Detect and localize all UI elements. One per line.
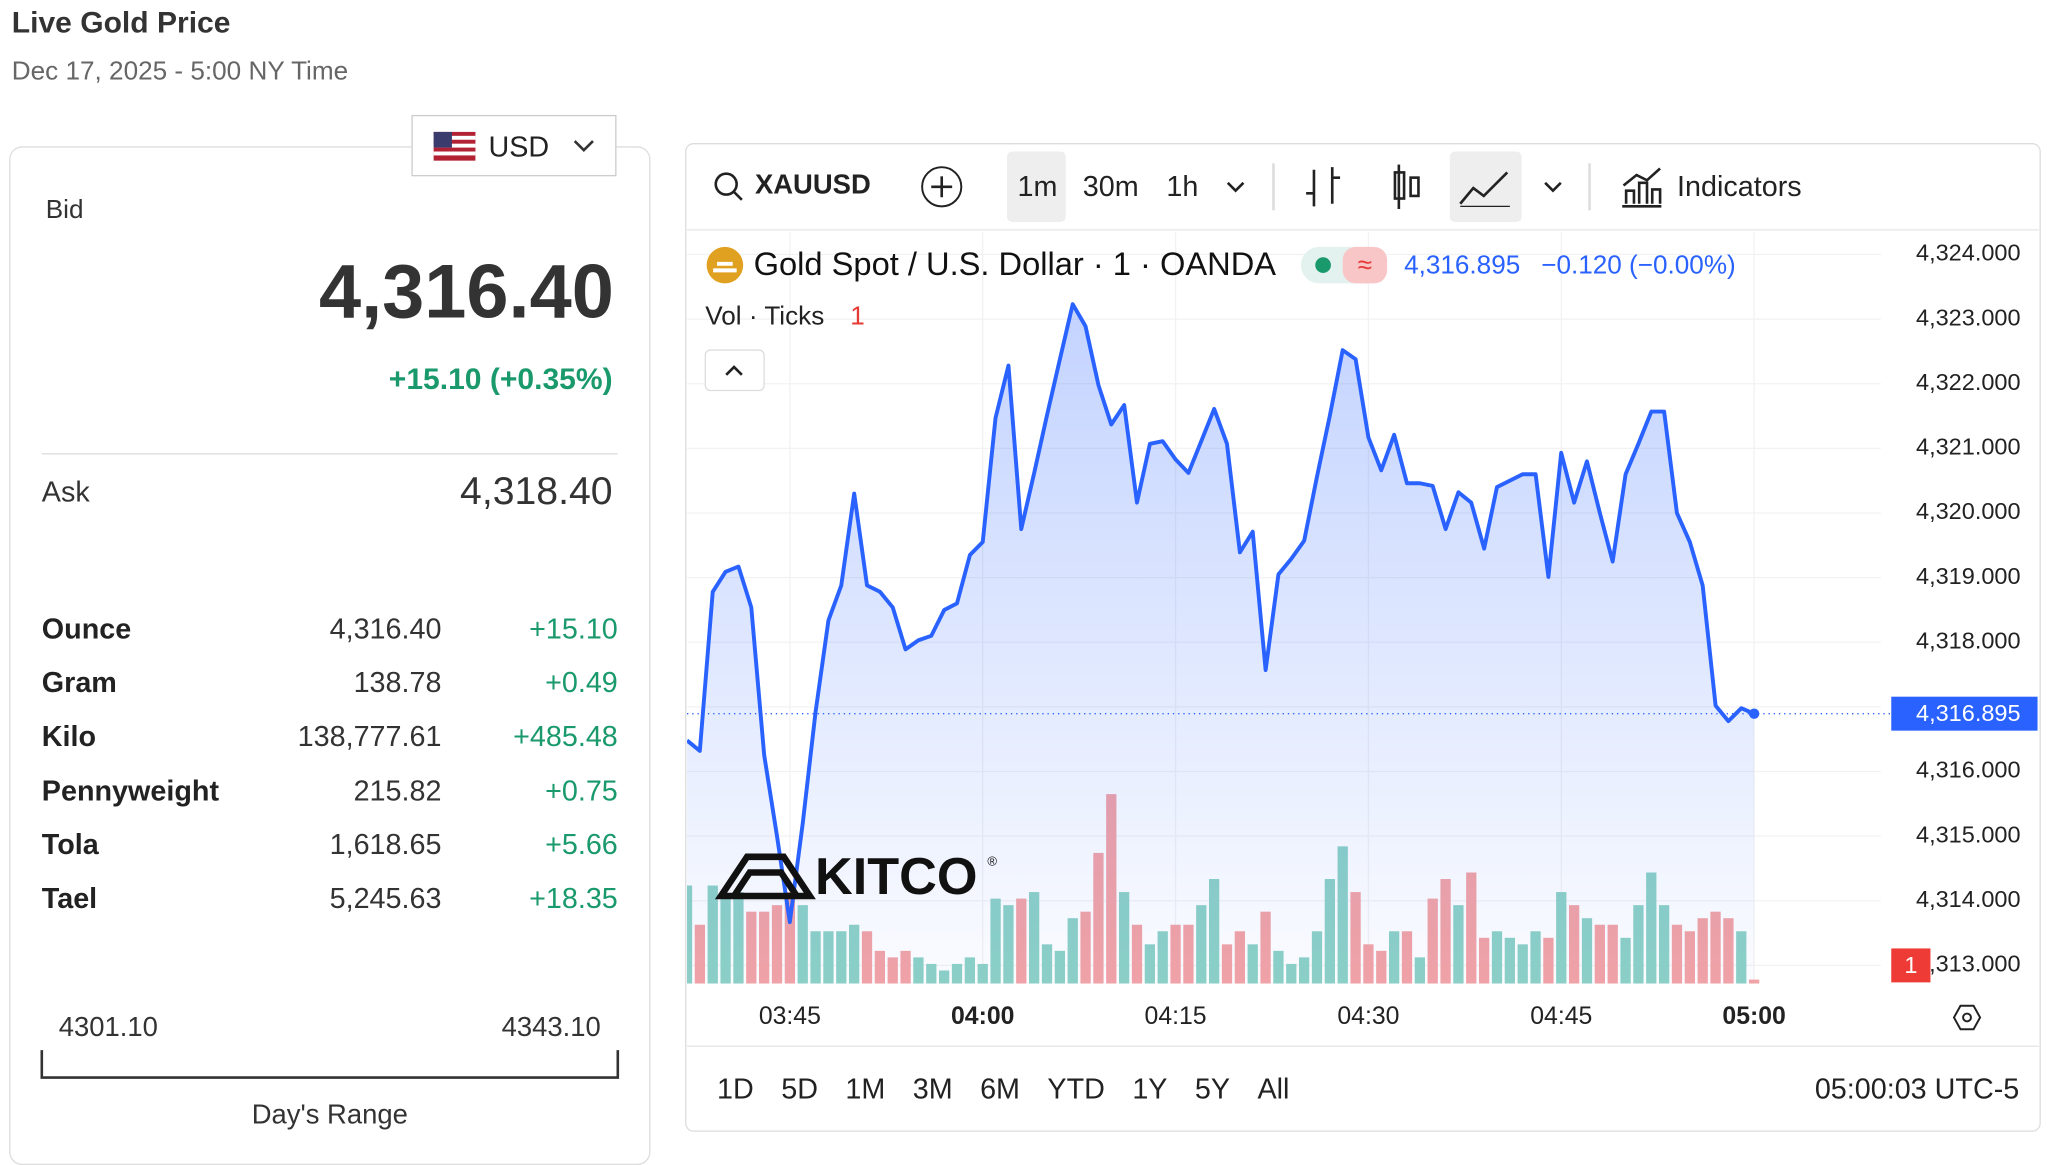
- unit-name: Tola: [41, 827, 99, 861]
- unit-price: 1,618.65: [329, 827, 442, 861]
- currency: USD: [488, 130, 550, 164]
- area: [687, 304, 1755, 984]
- period-bar: 1D 5D 1M 3M 6M YTD 1Y 5Y All: [717, 1072, 1289, 1106]
- legend-change: −0.120 (−0.00%): [1541, 249, 1736, 279]
- currency-select[interactable]: USD: [411, 114, 617, 177]
- bid-label: Bid: [45, 195, 84, 225]
- unit-name: Ounce: [41, 612, 132, 646]
- x-tick-label: 04:45: [1530, 1003, 1592, 1030]
- ask-label: Ask: [41, 475, 90, 509]
- last-point: [1748, 708, 1760, 719]
- range-bar: [40, 1050, 620, 1079]
- status-icon: ≈: [1358, 249, 1372, 279]
- unit-name: Pennyweight: [41, 773, 220, 807]
- page-title: Live Gold Price: [11, 5, 231, 40]
- currency-icons: [433, 131, 594, 161]
- period-button[interactable]: 5Y: [1194, 1072, 1231, 1105]
- x-tick-label: 05:00: [1722, 1003, 1785, 1030]
- unit-row: Pennyweight 215.82 +0.75: [42, 764, 618, 818]
- collapse-button[interactable]: [704, 349, 765, 392]
- legend-title: Gold Spot / U.S. Dollar · 1 · OANDA: [754, 245, 1277, 282]
- line: [687, 302, 1755, 925]
- price-tag-label: 4,316.895: [1916, 700, 2021, 726]
- y-tick-label: 4,324.000: [1916, 240, 2021, 266]
- bid-change: +15.10 (+0.35%): [388, 361, 613, 396]
- unit-price: 4,316.40: [329, 612, 442, 646]
- collapse-icon: [725, 365, 743, 376]
- x-tick-label: 03:45: [759, 1003, 821, 1030]
- unit-row: Tael 5,245.63 +18.35: [42, 871, 618, 925]
- clock: 05:00:03 UTC-5: [1814, 1072, 2020, 1105]
- volume-tag-label: 1: [1904, 952, 1917, 978]
- period-button[interactable]: 1D: [717, 1072, 754, 1105]
- period-button[interactable]: 3M: [912, 1072, 953, 1105]
- unit-price: 5,245.63: [329, 881, 442, 915]
- price-tag: [1891, 696, 2038, 731]
- legend-price: 4,316.895: [1404, 249, 1520, 279]
- unit-name: Gram: [41, 666, 117, 700]
- period-button[interactable]: 6M: [980, 1072, 1020, 1105]
- unit-change: +0.75: [545, 773, 618, 807]
- unit-row: Kilo 138,777.61 +485.48: [42, 710, 618, 764]
- indicators[interactable]: Indicators: [1677, 169, 1802, 203]
- range-low: 4301.10: [58, 1012, 158, 1043]
- y-tick-label: 4,322.000: [1916, 369, 2021, 395]
- bid-price: 4,316.40: [318, 249, 614, 335]
- unit-name: Tael: [41, 881, 98, 915]
- unit-row: Tola 1,618.65 +5.66: [42, 817, 618, 871]
- volume-count: 1: [850, 300, 865, 330]
- symbol-icon-mark: [713, 261, 737, 273]
- unit-change: +5.66: [545, 827, 618, 861]
- status-pill-right: [1342, 246, 1388, 284]
- y-tick-label: 4,320.000: [1916, 498, 2021, 524]
- y-tick-label: 4,315.000: [1916, 821, 2021, 847]
- range-label: Day's Range: [251, 1099, 408, 1130]
- watermark-logo: [714, 853, 816, 900]
- interval[interactable]: 1m: [1017, 169, 1058, 203]
- divider: [41, 453, 618, 455]
- y-tick-label: 4,321.000: [1916, 434, 2021, 460]
- period-button[interactable]: 5D: [781, 1072, 818, 1105]
- unit-price: 215.82: [353, 773, 442, 807]
- unit-row: Ounce 4,316.40 +15.10: [42, 602, 618, 656]
- x-tick-label: 04:00: [951, 1003, 1014, 1030]
- ask-price: 4,318.40: [460, 470, 613, 514]
- symbol[interactable]: XAUUSD: [754, 169, 871, 200]
- y-tick-label: 4,318.000: [1916, 627, 2021, 653]
- y-tick-label: 4,323.000: [1916, 304, 2021, 330]
- unit-name: Kilo: [41, 720, 97, 753]
- unit-change: +485.48: [513, 720, 618, 753]
- unit-change: +15.10: [529, 612, 618, 646]
- y-tick-label: 4,316.000: [1916, 757, 2021, 783]
- y-tick-label: 4,313.000: [1916, 951, 2021, 977]
- unit-change: +18.35: [529, 881, 618, 915]
- volume-tag: [1891, 948, 1931, 983]
- period-button[interactable]: 1Y: [1132, 1072, 1168, 1105]
- x-tick-label: 04:15: [1145, 1003, 1207, 1030]
- period-button[interactable]: All: [1257, 1072, 1290, 1105]
- x-tick-label: 04:30: [1337, 1003, 1399, 1030]
- interval[interactable]: 1h: [1166, 169, 1199, 203]
- unit-price: 138,777.61: [297, 720, 442, 753]
- interval[interactable]: 30m: [1082, 169, 1139, 203]
- period-button[interactable]: 1M: [845, 1072, 886, 1105]
- unit-price: 138.78: [353, 666, 442, 700]
- date: Dec 17, 2025 - 5:00 NY Time: [11, 57, 349, 87]
- volume-legend: Vol · Ticks: [705, 300, 824, 330]
- status-dot: [1315, 257, 1331, 273]
- y-tick-label: 4,319.000: [1916, 563, 2021, 589]
- unit-change: +0.49: [545, 666, 618, 700]
- period-button[interactable]: YTD: [1047, 1072, 1105, 1105]
- y-tick-label: 4,314.000: [1916, 886, 2021, 912]
- toolbar-icons: [714, 151, 1982, 1031]
- range-high: 4343.10: [501, 1012, 601, 1043]
- watermark-mark: ®: [987, 853, 997, 868]
- watermark: KITCO: [815, 848, 978, 906]
- unit-row: Gram 138.78 +0.49: [42, 656, 618, 710]
